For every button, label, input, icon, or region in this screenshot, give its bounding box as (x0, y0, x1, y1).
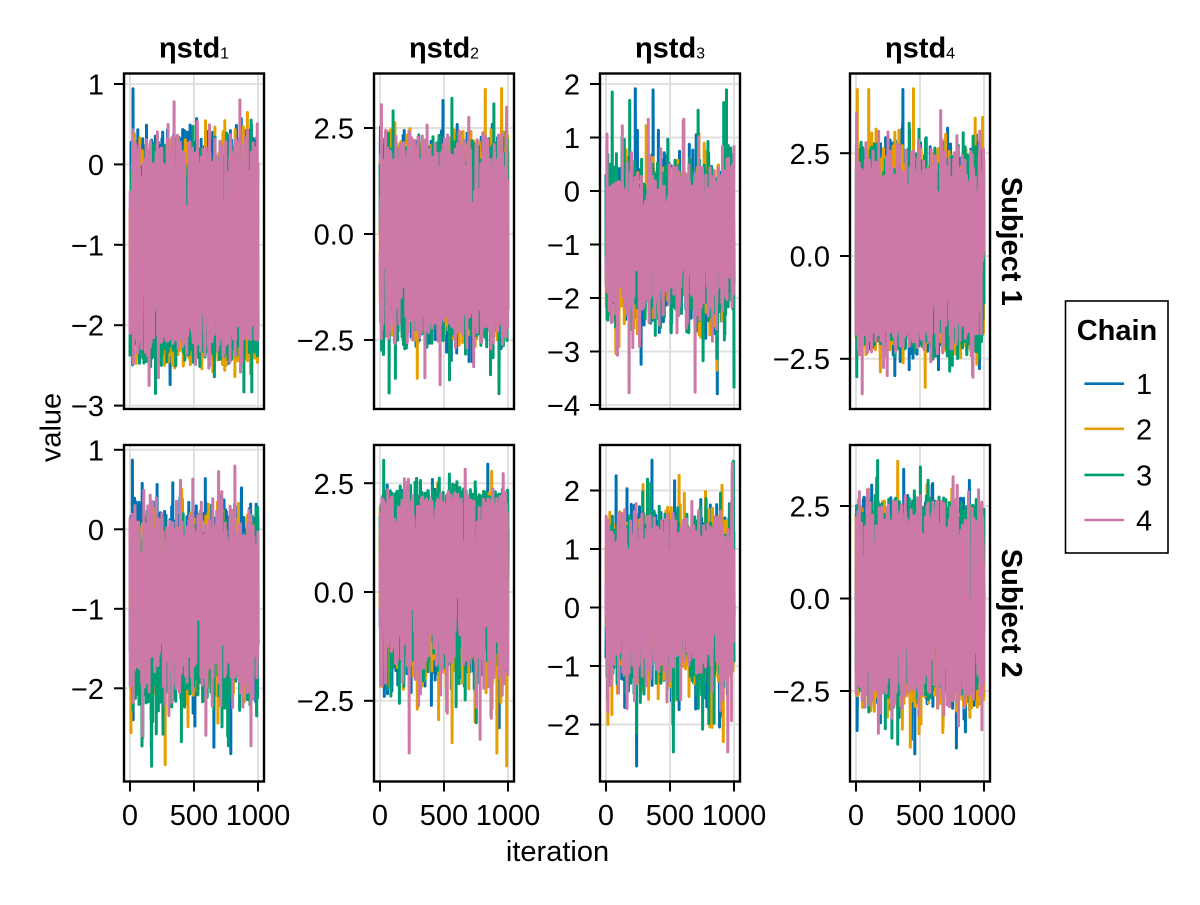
svg-text:0.0: 0.0 (790, 242, 830, 274)
svg-text:0: 0 (372, 800, 388, 832)
svg-text:−3: −3 (71, 391, 104, 423)
svg-text:0: 0 (564, 593, 580, 625)
svg-text:500: 500 (646, 800, 694, 832)
svg-text:3: 3 (1136, 460, 1152, 492)
svg-text:2.5: 2.5 (314, 114, 354, 146)
svg-text:500: 500 (420, 800, 468, 832)
svg-text:1: 1 (1136, 369, 1152, 401)
svg-text:1: 1 (88, 70, 104, 102)
svg-text:0.0: 0.0 (314, 578, 354, 610)
svg-text:ηstd1: ηstd1 (159, 33, 229, 65)
svg-text:2.5: 2.5 (314, 469, 354, 501)
svg-text:−2: −2 (547, 710, 580, 742)
svg-text:2.5: 2.5 (790, 139, 830, 171)
svg-text:0: 0 (88, 515, 104, 547)
svg-text:−2.5: −2.5 (297, 326, 354, 358)
svg-text:ηstd2: ηstd2 (409, 33, 479, 65)
svg-text:−2.5: −2.5 (773, 344, 830, 376)
svg-text:1: 1 (564, 123, 580, 155)
svg-text:500: 500 (170, 800, 218, 832)
svg-text:0: 0 (88, 150, 104, 182)
svg-text:−1: −1 (71, 230, 104, 262)
svg-text:Subject 2: Subject 2 (995, 549, 1027, 678)
svg-text:−2.5: −2.5 (297, 686, 354, 718)
svg-text:−2.5: −2.5 (773, 677, 830, 709)
svg-text:−3: −3 (547, 337, 580, 369)
svg-text:Subject 1: Subject 1 (995, 177, 1027, 306)
svg-text:−1: −1 (547, 652, 580, 684)
svg-text:−1: −1 (71, 594, 104, 626)
svg-text:value: value (36, 393, 68, 462)
svg-text:−1: −1 (547, 230, 580, 262)
svg-text:−4: −4 (547, 391, 580, 423)
svg-text:0: 0 (598, 800, 614, 832)
svg-text:1000: 1000 (952, 800, 1017, 832)
svg-text:2.5: 2.5 (790, 492, 830, 524)
svg-text:0: 0 (122, 800, 138, 832)
svg-text:500: 500 (896, 800, 944, 832)
svg-text:0: 0 (564, 177, 580, 209)
svg-text:−2: −2 (71, 674, 104, 706)
svg-text:1000: 1000 (702, 800, 767, 832)
svg-text:1: 1 (564, 535, 580, 567)
svg-text:2: 2 (564, 476, 580, 508)
svg-text:1000: 1000 (226, 800, 291, 832)
svg-text:0: 0 (848, 800, 864, 832)
svg-text:Chain: Chain (1077, 315, 1158, 347)
svg-text:ηstd3: ηstd3 (635, 33, 705, 65)
svg-text:−2: −2 (71, 311, 104, 343)
svg-text:2: 2 (1136, 414, 1152, 446)
svg-text:4: 4 (1136, 506, 1152, 538)
svg-text:2: 2 (564, 70, 580, 102)
svg-text:iteration: iteration (506, 836, 609, 868)
svg-text:−2: −2 (547, 284, 580, 316)
svg-text:0.0: 0.0 (790, 584, 830, 616)
svg-text:0.0: 0.0 (314, 220, 354, 252)
svg-text:1: 1 (88, 435, 104, 467)
svg-text:ηstd4: ηstd4 (885, 33, 955, 65)
svg-text:1000: 1000 (476, 800, 541, 832)
